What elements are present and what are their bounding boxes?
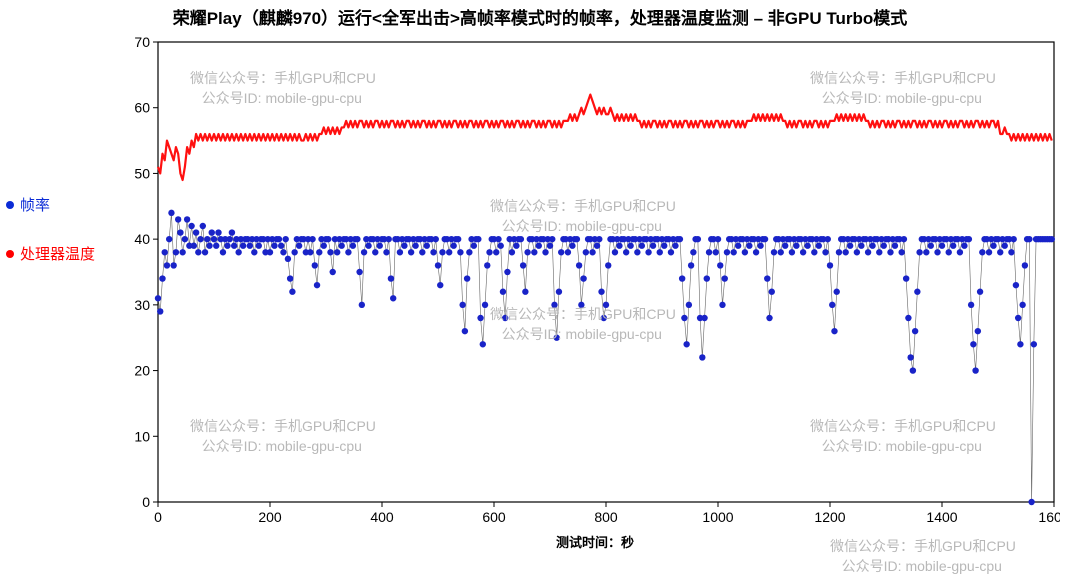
chart-svg: 0 10 20 30 40 50 60 70 0 200 400 600 800 1000 1200 1400… [130,36,1060,526]
svg-text:60: 60 [134,100,150,116]
legend-dot-fps [6,201,14,209]
svg-text:600: 600 [482,509,506,525]
legend-item-fps: 帧率 [6,194,95,215]
svg-text:200: 200 [258,509,282,525]
svg-text:0: 0 [154,509,162,525]
legend-dot-temp [6,250,14,258]
legend-label-fps: 帧率 [20,194,50,215]
svg-text:1000: 1000 [702,509,733,525]
svg-text:1200: 1200 [814,509,845,525]
svg-text:0: 0 [142,494,150,510]
svg-text:1400: 1400 [926,509,957,525]
svg-text:400: 400 [370,509,394,525]
svg-text:70: 70 [134,36,150,50]
plot-area: 0 10 20 30 40 50 60 70 0 200 400 600 800 1000 1200 1400… [130,36,1060,526]
chart-title: 荣耀Play（麒麟970）运行<全军出击>高帧率模式时的帧率，处理器温度监测 –… [0,4,1080,29]
svg-text:20: 20 [134,363,150,379]
legend-label-temp: 处理器温度 [20,243,95,264]
svg-text:30: 30 [134,297,150,313]
svg-text:40: 40 [134,231,150,247]
legend: 帧率 处理器温度 [6,194,95,292]
svg-text:1600: 1600 [1038,509,1060,525]
svg-text:10: 10 [134,428,150,444]
watermark-text: 微信公众号：手机GPU和CPU 公众号ID: mobile-gpu-cpu [830,536,1016,576]
x-axis-label: 测试时间：秒 [556,532,634,551]
svg-text:800: 800 [594,509,618,525]
svg-text:50: 50 [134,165,150,181]
legend-item-temp: 处理器温度 [6,243,95,264]
